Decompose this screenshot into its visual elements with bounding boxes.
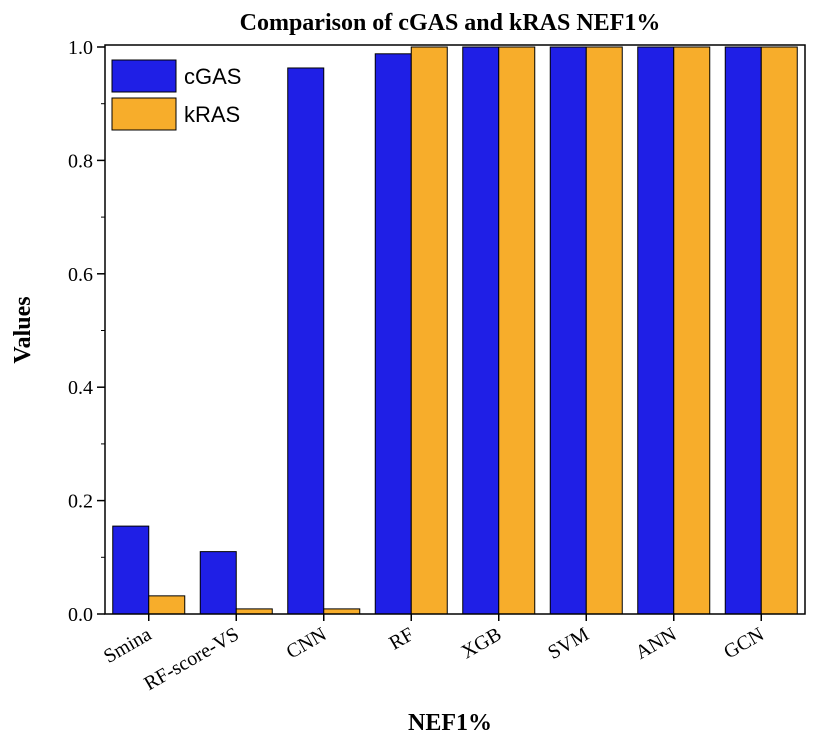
legend-label-kras: kRAS bbox=[184, 102, 240, 127]
plot-frame bbox=[104, 44, 806, 615]
bar-cgas-ann bbox=[637, 46, 675, 615]
y-axis-label: Values bbox=[10, 296, 36, 363]
y-ticks-group: 0.0 0.2 0.4 0.6 0.8 1.0 bbox=[68, 37, 105, 626]
bars-group bbox=[112, 46, 798, 615]
chart-title: Comparison of cGAS and kRAS NEF1% bbox=[240, 10, 661, 36]
bar-cgas-smina bbox=[112, 525, 150, 615]
bar-kras-smina bbox=[148, 595, 186, 615]
x-tick-label: SVM bbox=[544, 623, 593, 664]
x-tick-label: CNN bbox=[283, 623, 331, 663]
bar-kras-rf bbox=[410, 46, 448, 615]
y-tick-label: 0.0 bbox=[68, 604, 93, 626]
legend-swatch-kras bbox=[111, 97, 177, 131]
y-tick-label: 1.0 bbox=[68, 37, 93, 59]
x-tick-label: Smina bbox=[100, 623, 155, 668]
bar-cgas-gcn bbox=[724, 46, 762, 615]
x-axis-label: NEF1% bbox=[408, 710, 492, 736]
x-tick-label: RF-score-VS bbox=[140, 623, 242, 695]
axes-group bbox=[104, 44, 806, 615]
bar-kras-cnn bbox=[323, 608, 361, 615]
bar-kras-ann bbox=[673, 46, 711, 615]
bar-cgas-rf bbox=[374, 53, 412, 615]
y-tick-label: 0.2 bbox=[68, 491, 93, 513]
legend-swatch-cgas bbox=[111, 59, 177, 93]
x-tick-label: RF bbox=[386, 623, 418, 654]
x-tick-label: GCN bbox=[720, 623, 768, 663]
y-tick-label: 0.4 bbox=[68, 377, 93, 399]
bar-cgas-svm bbox=[549, 46, 587, 615]
legend-label-cgas: cGAS bbox=[184, 64, 241, 89]
bar-kras-svm bbox=[585, 46, 623, 615]
bar-kras-rf-score-vs bbox=[235, 608, 273, 615]
y-tick-label: 0.8 bbox=[68, 150, 93, 172]
bar-cgas-rf-score-vs bbox=[199, 551, 237, 615]
bar-kras-gcn bbox=[760, 46, 798, 615]
bar-cgas-cnn bbox=[287, 67, 325, 615]
y-tick-label: 0.6 bbox=[68, 264, 93, 286]
x-tick-label: ANN bbox=[632, 623, 681, 664]
bar-kras-xgb bbox=[498, 46, 536, 615]
bar-cgas-xgb bbox=[462, 46, 500, 615]
x-tick-label: XGB bbox=[458, 623, 506, 663]
legend: cGAS kRAS bbox=[111, 59, 241, 131]
